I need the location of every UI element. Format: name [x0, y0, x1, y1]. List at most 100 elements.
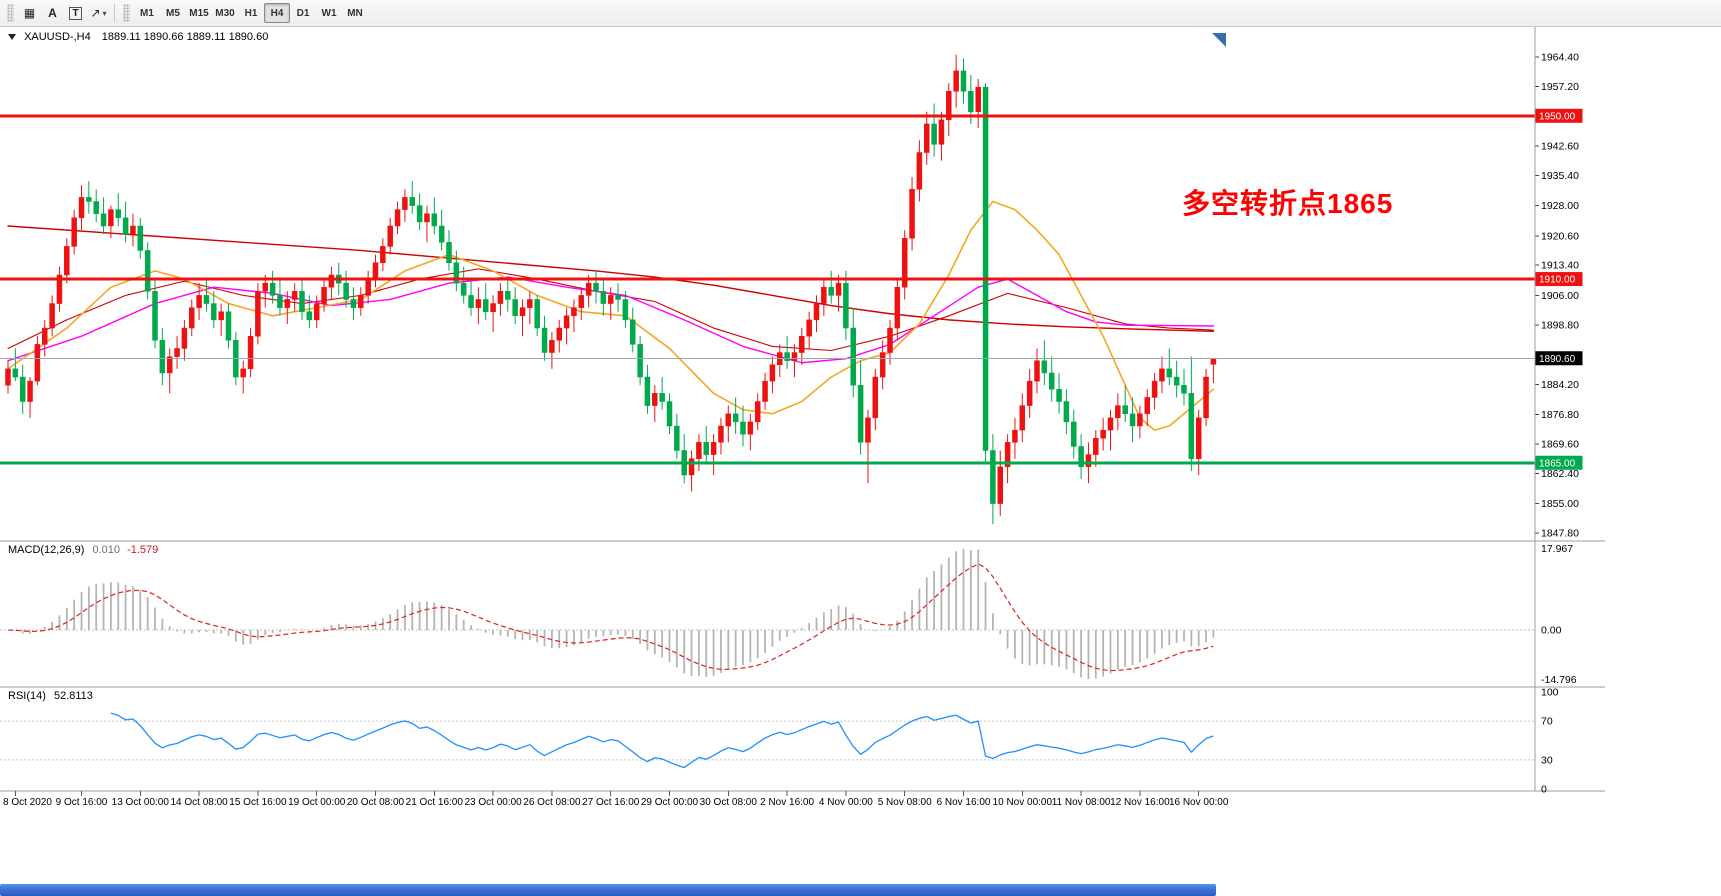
price-tag-1865 [1535, 455, 1583, 470]
timeframe-button-mn[interactable]: MN [347, 7, 363, 19]
candle [71, 209, 77, 255]
time-axis-label: 2 Nov 16:00 [760, 797, 814, 808]
candle [1093, 430, 1099, 467]
text-tool-button[interactable]: T [64, 3, 87, 24]
candle [291, 283, 298, 312]
candle [1159, 356, 1165, 394]
timeframe-button-m1[interactable]: M1 [140, 7, 154, 19]
macd-axis-label: 0.00 [1541, 625, 1562, 637]
chart-annotation-text[interactable]: 多空转折点1865 [1182, 188, 1394, 219]
candle [997, 450, 1003, 516]
time-axis-label: 19 Oct 00:00 [288, 797, 346, 808]
chart-canvas[interactable]: 1964.40 1957.20 1950.00 1942.60 1935.40 1928.… [0, 27, 1605, 810]
candle [78, 185, 85, 231]
time-axis-label: 27 Oct 16:00 [582, 797, 640, 808]
new-chart-button[interactable]: ▦ [18, 3, 41, 24]
timeframe-button-m5[interactable]: M5 [166, 7, 180, 19]
candle [1151, 372, 1158, 410]
svg-text:1950.00: 1950.00 [1539, 111, 1576, 122]
macd-axis-label: -14.796 [1541, 674, 1577, 686]
candle [475, 287, 482, 324]
candle [27, 377, 33, 418]
candle [975, 79, 981, 129]
ohlc-values: 1889.11 1890.66 1889.11 1890.60 [101, 31, 269, 43]
candle [1026, 368, 1033, 418]
chart-shift-icon[interactable] [1212, 33, 1226, 47]
horizontal-scrollbar-thumb[interactable] [0, 884, 1216, 896]
toolbar-grip[interactable] [7, 4, 14, 22]
price-axis-label: 1906.00 [1541, 290, 1579, 302]
time-axis-label: 13 Oct 00:00 [112, 797, 170, 808]
toolbar-grip[interactable] [123, 4, 130, 22]
candle [277, 279, 283, 316]
candle [857, 360, 864, 455]
candle [380, 238, 386, 271]
candle [1137, 405, 1143, 439]
candle [850, 307, 856, 398]
time-axis-label: 9 Oct 16:00 [56, 797, 108, 808]
candle [865, 409, 871, 484]
price-axis-label: 1869.60 [1541, 438, 1579, 450]
candle [218, 303, 224, 337]
candle [49, 295, 55, 337]
candle [255, 283, 261, 345]
timeframe-group: M1 M5 M15 M30 H1 H4 D1 W1 MN [134, 3, 368, 23]
time-axis-label: 15 Oct 16:00 [229, 797, 287, 808]
candle [1063, 389, 1070, 435]
time-axis-label: 23 Oct 00:00 [464, 797, 522, 808]
time-axis-label: 30 Oct 08:00 [700, 797, 758, 808]
candle [468, 279, 474, 316]
price-axis-label: 1898.80 [1541, 319, 1579, 331]
candle [953, 54, 959, 108]
candle [416, 193, 423, 231]
candle [630, 307, 636, 353]
candle [813, 295, 820, 333]
timeframe-button-h1[interactable]: H1 [244, 7, 258, 19]
rsi-line [110, 712, 1214, 769]
time-axis-label: 6 Nov 16:00 [937, 797, 991, 808]
candle [321, 279, 327, 312]
candle [152, 279, 158, 349]
rsi-axis-label: 100 [1541, 687, 1559, 699]
rsi-axis-label: 30 [1541, 754, 1553, 766]
candle [762, 372, 768, 410]
timeframe-button-h4[interactable]: H4 [264, 3, 290, 23]
candle [747, 413, 754, 451]
candle [563, 307, 570, 345]
toolbar-separator [114, 4, 115, 22]
font-tool-button[interactable]: A [41, 3, 64, 24]
candle [108, 205, 114, 239]
candle [534, 295, 540, 337]
candle [64, 238, 70, 284]
rsi-axis-label: 0 [1541, 784, 1547, 796]
candle [600, 279, 607, 316]
candle [313, 295, 320, 329]
candle [960, 58, 967, 104]
chart-menu-icon[interactable] [8, 34, 16, 41]
time-axis-label: 8 Oct 2020 [3, 797, 52, 808]
candle [784, 336, 790, 369]
candle [615, 283, 621, 312]
timeframe-button-m15[interactable]: M15 [189, 7, 209, 19]
price-axis-label: 1928.00 [1541, 200, 1579, 212]
ma-line-slow-red [7, 225, 1215, 333]
candle [821, 279, 827, 316]
svg-text:1890.60: 1890.60 [1539, 354, 1576, 365]
timeframe-button-d1[interactable]: D1 [296, 7, 310, 19]
candle [916, 140, 923, 202]
candle [1078, 434, 1084, 480]
candle [1019, 393, 1026, 443]
symbol-timeframe-label: XAUUSD-,H4 [24, 31, 91, 43]
time-axis-label: 11 Nov 08:00 [1052, 797, 1111, 808]
time-axis-label: 21 Oct 16:00 [406, 797, 464, 808]
candle [159, 328, 166, 386]
candle [460, 266, 467, 304]
candle [358, 287, 364, 316]
candle [791, 344, 798, 378]
candle [1034, 348, 1040, 394]
time-axis-label: 12 Nov 16:00 [1110, 797, 1170, 808]
price-axis-label: 1957.20 [1541, 81, 1579, 93]
timeframe-button-m30[interactable]: M30 [215, 7, 235, 19]
timeframe-button-w1[interactable]: W1 [321, 7, 337, 19]
line-studies-button[interactable]: ↗ ▾ [87, 3, 110, 24]
